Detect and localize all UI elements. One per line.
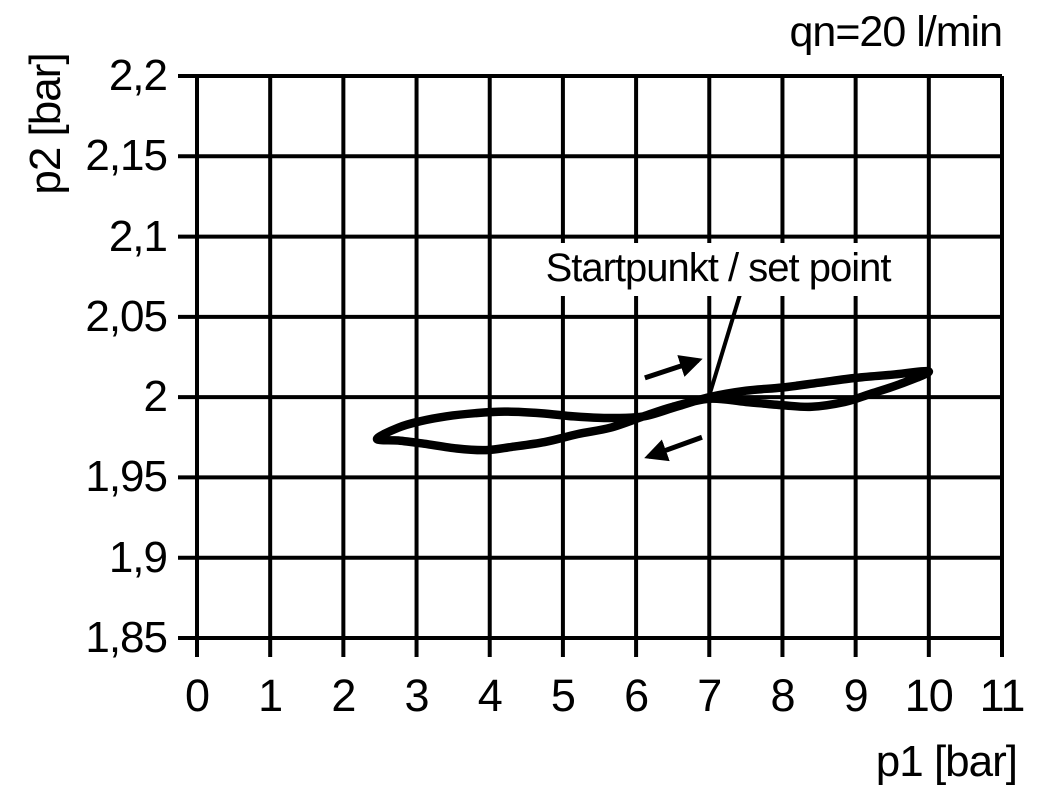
x-tick-label: 5 xyxy=(550,670,576,721)
x-tick-label: 10 xyxy=(904,670,954,721)
y-tick-label: 2,2 xyxy=(108,51,168,100)
x-axis-label: p1 [bar] xyxy=(875,737,1018,786)
x-tick-label: 9 xyxy=(843,670,869,721)
decreasing-direction-arrow xyxy=(644,434,703,462)
y-tick-label: 1,85 xyxy=(85,613,168,662)
y-tick-label: 2,05 xyxy=(85,291,168,341)
x-tick-label: 6 xyxy=(624,670,649,721)
x-tick-label: 1 xyxy=(258,670,283,721)
x-tick-label: 11 xyxy=(979,670,1026,721)
y-tick-label: 2,1 xyxy=(108,211,168,261)
y-tick-label: 2,15 xyxy=(85,131,168,181)
increasing-direction-arrow xyxy=(644,355,703,381)
y-tick-label: 1,9 xyxy=(108,532,168,582)
hysteresis-curve xyxy=(372,366,934,455)
chart-title: qn=20 l/min xyxy=(789,8,1003,56)
set-point-annotation: Startpunkt / set point xyxy=(533,243,903,296)
x-tick-label: 2 xyxy=(331,670,356,721)
y-tick-label: 2 xyxy=(143,372,168,422)
x-tick-label: 7 xyxy=(697,670,722,721)
x-tick-label: 3 xyxy=(404,670,430,721)
annotation-leader-line xyxy=(705,293,742,401)
x-tick-label: 0 xyxy=(184,670,210,721)
y-tick-label: 1,95 xyxy=(85,452,168,502)
x-tick-label: 4 xyxy=(477,670,503,721)
x-tick-label: 8 xyxy=(770,670,795,721)
